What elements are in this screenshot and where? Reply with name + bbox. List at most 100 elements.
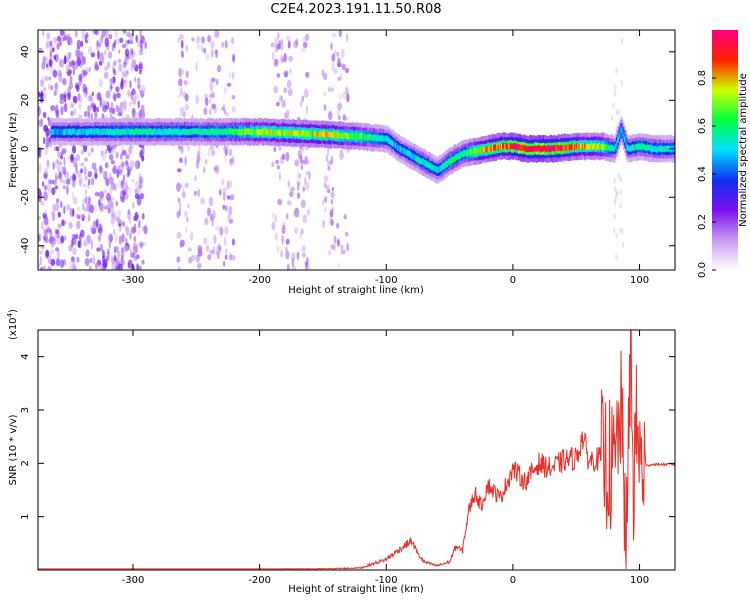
heatmap-cell <box>540 146 543 153</box>
heatmap-speckle <box>115 104 120 113</box>
heatmap-cell <box>473 148 476 154</box>
heatmap-speckle <box>111 206 115 214</box>
heatmap-cell <box>378 135 381 142</box>
heatmap-cell <box>233 129 235 136</box>
heatmap-cell <box>83 129 86 135</box>
heatmap-speckle <box>90 52 96 58</box>
heatmap-speckle <box>138 179 143 185</box>
heatmap-speckle <box>280 38 284 45</box>
heatmap-cell <box>414 154 416 161</box>
heatmap-speckle <box>57 149 60 159</box>
heatmap-speckle <box>179 157 183 163</box>
heatmap-cell <box>629 146 632 152</box>
heatmap-cell <box>450 157 453 164</box>
heatmap-speckle <box>331 206 334 212</box>
heatmap-cell <box>666 146 668 152</box>
heatmap-speckle <box>80 162 85 167</box>
heatmap-cell <box>469 149 471 156</box>
heatmap-speckle <box>104 37 110 48</box>
heatmap-cell <box>97 129 100 135</box>
heatmap-speckle <box>101 102 105 112</box>
heatmap-cell <box>94 128 96 135</box>
heatmap-cell <box>369 134 372 140</box>
heatmap-cell <box>274 129 276 136</box>
heatmap-speckle <box>76 170 82 178</box>
heatmap-speckle <box>134 76 137 83</box>
heatmap-speckle <box>615 109 619 116</box>
heatmap-speckle <box>52 37 58 43</box>
heatmap-cell <box>432 164 435 171</box>
heatmap-cell <box>87 129 89 135</box>
heatmap-speckle <box>340 73 343 81</box>
heatmap-cell <box>320 131 323 137</box>
heatmap-speckle <box>85 32 89 39</box>
heatmap-speckle <box>294 227 299 235</box>
heatmap-speckle <box>111 76 115 85</box>
heatmap-speckle <box>196 150 201 157</box>
x-tick-label: -300 <box>122 275 145 286</box>
heatmap-cell <box>282 129 284 136</box>
heatmap-speckle <box>55 229 59 235</box>
heatmap-cell <box>171 129 174 135</box>
heatmap-speckle <box>84 242 89 247</box>
heatmap-cell <box>333 131 336 138</box>
heatmap-cell <box>417 157 420 163</box>
heatmap-speckle <box>119 190 125 200</box>
heatmap-cell <box>230 128 233 135</box>
heatmap-speckle <box>68 266 74 270</box>
heatmap-cell <box>292 129 295 136</box>
heatmap-speckle <box>101 113 104 119</box>
heatmap-speckle <box>208 93 214 99</box>
heatmap-speckle <box>42 265 47 270</box>
heatmap-cell <box>602 144 605 150</box>
heatmap-cell <box>89 128 92 135</box>
heatmap-cell <box>597 143 600 149</box>
heatmap-speckle <box>121 79 126 84</box>
heatmap-speckle <box>121 260 125 266</box>
heatmap-speckle <box>66 185 69 195</box>
heatmap-cell <box>176 128 178 135</box>
heatmap-speckle <box>40 221 45 231</box>
heatmap-speckle <box>57 223 62 229</box>
heatmap-speckle <box>38 163 42 174</box>
heatmap-cell <box>559 145 561 152</box>
heatmap-speckle <box>140 104 145 112</box>
heatmap-cell <box>653 145 656 152</box>
heatmap-cell <box>102 129 104 135</box>
heatmap-cell <box>530 146 533 152</box>
heatmap-speckle <box>52 161 55 170</box>
heatmap-speckle <box>81 203 85 211</box>
heatmap-speckle <box>95 190 98 197</box>
heatmap-cell <box>429 162 431 169</box>
heatmap-cell <box>250 129 252 136</box>
heatmap-speckle <box>328 250 331 256</box>
heatmap-cell <box>401 147 404 154</box>
heatmap-speckle <box>141 156 145 162</box>
heatmap-speckle <box>97 259 101 266</box>
heatmap-speckle <box>113 39 117 45</box>
heatmap-speckle <box>45 140 48 150</box>
heatmap-speckle <box>89 94 92 102</box>
heatmap-speckle <box>63 205 66 215</box>
heatmap-speckle <box>337 238 340 247</box>
heatmap-cell <box>128 128 130 135</box>
heatmap-speckle <box>182 187 185 198</box>
heatmap-cell <box>461 151 463 157</box>
heatmap-speckle <box>226 180 230 190</box>
heatmap-speckle <box>330 198 333 205</box>
heatmap-speckle <box>99 60 102 66</box>
heatmap-speckle <box>53 54 57 60</box>
heatmap-speckle <box>178 202 182 208</box>
heatmap-speckle <box>104 49 107 56</box>
heatmap-speckle <box>305 105 308 115</box>
heatmap-speckle <box>324 196 328 203</box>
heatmap-cell <box>573 144 576 150</box>
heatmap-speckle <box>40 79 44 85</box>
heatmap-cell <box>489 146 492 152</box>
heatmap-cell <box>275 129 277 136</box>
heatmap-speckle <box>129 80 132 89</box>
heatmap-speckle <box>105 148 107 155</box>
heatmap-speckle <box>82 83 87 93</box>
heatmap-speckle <box>99 243 103 252</box>
heatmap-speckle <box>208 35 212 43</box>
